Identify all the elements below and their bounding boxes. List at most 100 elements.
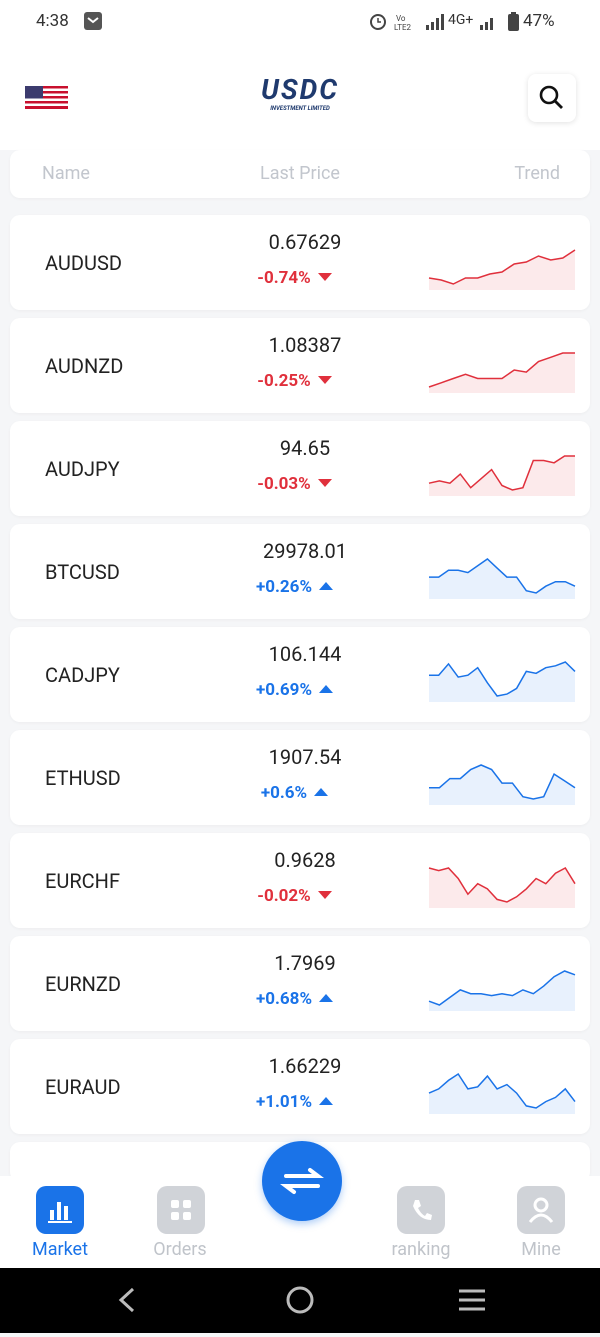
symbol: CADJPY xyxy=(45,663,120,687)
quote-card[interactable]: AUDJPY 94.65 -0.03% xyxy=(10,421,590,516)
bars-icon xyxy=(48,1202,72,1223)
table-header: Name Last Price Trend xyxy=(10,150,590,198)
trend-chart xyxy=(429,558,576,599)
arrow xyxy=(319,994,334,1002)
orders-icon[interactable] xyxy=(157,1186,205,1234)
symbol: BTCUSD xyxy=(45,560,120,584)
nav-label[interactable]: Orders xyxy=(153,1239,207,1260)
signal-battery xyxy=(480,12,519,31)
symbol: AUDUSD xyxy=(45,251,122,275)
quote-card[interactable]: AUDNZD 1.08387 -0.25% xyxy=(10,318,590,413)
quote-card[interactable]: ETHUSD 1907.54 +0.6% xyxy=(10,730,590,825)
last-price: 1.66229 xyxy=(268,1054,342,1078)
trend-area xyxy=(429,559,575,599)
arrow xyxy=(317,891,332,899)
change-row: -0.03% xyxy=(195,474,395,494)
last-price: 0.9628 xyxy=(274,848,336,872)
trend-area xyxy=(429,971,575,1011)
svg-text:Vo: Vo xyxy=(396,14,406,23)
trend-line xyxy=(429,661,576,697)
trend-chart xyxy=(428,249,576,290)
arrow xyxy=(317,273,332,281)
symbol: EURAUD xyxy=(45,1075,121,1099)
trend-chart xyxy=(428,1072,576,1114)
quote-card[interactable]: CADJPY 106.144 +0.69% xyxy=(10,627,590,722)
trend-area xyxy=(429,250,575,290)
trend-chart xyxy=(428,455,575,496)
logo: USDC INVESTMENT LIMITED xyxy=(250,73,350,113)
system-nav xyxy=(0,1268,600,1333)
trend-area xyxy=(429,868,575,908)
trend-chart xyxy=(428,352,575,393)
battery-level: 47% xyxy=(523,11,555,31)
trend-line xyxy=(429,764,576,800)
change-arrow xyxy=(317,891,332,899)
market-icon[interactable] xyxy=(36,1186,84,1234)
nav-label[interactable]: Market xyxy=(32,1239,88,1260)
user-icon xyxy=(528,1197,554,1223)
symbol: AUDNZD xyxy=(45,354,124,378)
symbol: ETHUSD xyxy=(45,766,121,790)
trend-line xyxy=(428,455,575,491)
nav-label[interactable]: Mine xyxy=(521,1239,561,1260)
quote-card[interactable]: EURNZD 1.7969 +0.68% xyxy=(10,936,590,1031)
change: +1.01% xyxy=(255,1092,313,1112)
change-arrow xyxy=(317,273,332,281)
quote-card[interactable]: BTCUSD 29978.01 +0.26% xyxy=(10,524,590,619)
home-button[interactable] xyxy=(286,1286,314,1314)
column-header: Last Price xyxy=(260,163,340,184)
mine-icon[interactable] xyxy=(517,1186,565,1234)
change-arrow xyxy=(319,994,334,1002)
quote-card[interactable]: AUDUSD 0.67629 -0.74% xyxy=(10,215,590,310)
change: +0.68% xyxy=(255,989,313,1009)
last-price: 1907.54 xyxy=(268,745,342,769)
nav-label[interactable]: ranking xyxy=(391,1239,451,1260)
column-header: Name xyxy=(42,163,90,184)
change-arrow xyxy=(319,1097,334,1105)
change-row: +0.68% xyxy=(195,989,395,1009)
search-icon xyxy=(539,85,563,109)
arrow xyxy=(317,479,332,487)
last-price: 1.7969 xyxy=(274,951,336,975)
trend-chart xyxy=(428,970,576,1011)
logo-subtitle: INVESTMENT LIMITED xyxy=(270,105,330,112)
column-header: Trend xyxy=(514,163,560,184)
change-row: +0.6% xyxy=(195,783,395,803)
logo-text: USDC xyxy=(260,73,340,106)
grid-icon xyxy=(171,1200,191,1220)
top-bar: USDC INVESTMENT LIMITED xyxy=(0,45,600,150)
change-row: +0.69% xyxy=(195,680,395,700)
last-price: 0.67629 xyxy=(268,230,342,254)
symbol: EURNZD xyxy=(45,972,122,996)
search-button[interactable] xyxy=(528,74,576,122)
change-row: +0.26% xyxy=(195,577,395,597)
change-row: -0.25% xyxy=(195,371,395,391)
last-price: 94.65 xyxy=(279,436,331,460)
change-row: -0.74% xyxy=(195,268,395,288)
flag-button[interactable] xyxy=(25,86,68,109)
menu-button[interactable] xyxy=(459,1289,485,1311)
trend-line xyxy=(428,867,576,903)
ranking-icon[interactable] xyxy=(397,1186,445,1234)
back-button[interactable] xyxy=(118,1287,135,1313)
trend-chart xyxy=(429,764,576,805)
change-row: +1.01% xyxy=(195,1092,395,1112)
trend-line xyxy=(429,558,576,594)
trend-chart xyxy=(429,661,576,702)
quote-card[interactable]: EURAUD 1.66229 +1.01% xyxy=(10,1039,590,1134)
change: +0.69% xyxy=(255,680,313,700)
trend-area xyxy=(429,1074,575,1114)
swap-icon xyxy=(280,1168,324,1194)
phone-icon xyxy=(413,1200,432,1220)
arrow xyxy=(314,788,329,796)
arrow xyxy=(319,1097,334,1105)
symbol: EURCHF xyxy=(45,869,120,893)
status-bar: 4:38 Vo LTE2 4G+ 47% xyxy=(0,0,600,45)
change-row: -0.02% xyxy=(195,886,395,906)
change: +0.26% xyxy=(255,577,313,597)
quote-card[interactable]: EURCHF 0.9628 -0.02% xyxy=(10,833,590,928)
arrow xyxy=(319,685,334,693)
trade-button[interactable] xyxy=(262,1141,342,1221)
